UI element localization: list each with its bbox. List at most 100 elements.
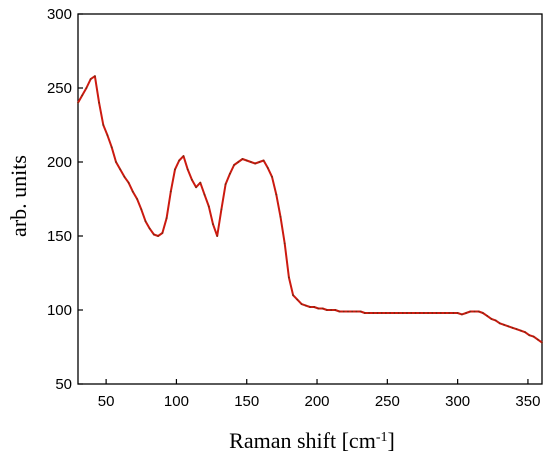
data-point <box>174 168 176 171</box>
data-point <box>317 307 320 310</box>
x-tick-label: 350 <box>515 393 540 410</box>
data-point <box>296 298 299 301</box>
data-point <box>321 307 324 310</box>
data-point <box>342 310 345 313</box>
data-point <box>351 310 354 313</box>
data-point <box>439 312 442 314</box>
x-axis-title-superscript: -1 <box>376 430 388 445</box>
data-point <box>380 312 383 314</box>
data-point <box>401 312 404 314</box>
data-point <box>330 309 332 311</box>
y-tick-label: 100 <box>47 302 72 319</box>
data-point <box>169 190 172 193</box>
y-axis-title: arb. units <box>6 155 31 237</box>
data-point <box>262 159 265 162</box>
data-point <box>195 186 198 189</box>
data-point <box>363 312 366 314</box>
data-point <box>448 312 451 314</box>
data-point <box>250 161 252 163</box>
y-tick-label: 200 <box>47 154 72 171</box>
data-point <box>326 309 328 311</box>
data-point <box>511 326 514 329</box>
data-point <box>347 310 349 313</box>
data-point <box>212 223 214 226</box>
data-point <box>288 276 290 279</box>
data-point <box>359 310 362 313</box>
data-point <box>389 312 391 314</box>
data-point <box>456 312 459 314</box>
plot-frame <box>77 13 543 385</box>
data-point <box>165 217 168 220</box>
data-point <box>423 312 425 314</box>
data-point <box>410 312 413 314</box>
data-point <box>477 310 480 313</box>
data-point <box>372 312 375 314</box>
x-axis-title: Raman shift [cm-1] <box>229 428 395 453</box>
x-axis-ticks: 50 100 150 200 250 300 350 <box>98 379 540 410</box>
data-point <box>469 310 472 313</box>
data-point <box>292 294 294 297</box>
data-point <box>148 227 151 230</box>
data-point <box>368 312 370 314</box>
data-point <box>406 312 408 314</box>
data-point <box>473 310 476 313</box>
plot-area <box>77 13 543 385</box>
data-point <box>266 167 269 169</box>
y-tick-label: 250 <box>47 80 72 97</box>
data-point <box>309 306 311 308</box>
data-point <box>414 312 417 314</box>
data-point <box>106 134 109 137</box>
data-point <box>486 315 489 317</box>
data-point <box>94 75 96 78</box>
data-point <box>89 78 92 80</box>
data-point <box>136 198 139 200</box>
data-point <box>98 101 100 104</box>
data-point <box>207 205 210 208</box>
data-point <box>515 328 518 331</box>
data-point <box>465 312 467 314</box>
data-point <box>123 175 126 178</box>
data-point <box>524 331 526 334</box>
data-point <box>178 159 181 162</box>
data-point <box>304 304 307 307</box>
data-point <box>490 318 493 320</box>
data-point <box>435 312 438 314</box>
data-point <box>153 233 155 236</box>
data-point <box>355 310 358 313</box>
x-tick-label: 300 <box>445 393 470 410</box>
data-point <box>300 303 303 305</box>
data-point <box>229 172 231 175</box>
spectrum-line <box>77 75 543 344</box>
data-point <box>81 94 84 97</box>
x-tick-label: 100 <box>164 393 189 410</box>
data-point <box>393 312 396 314</box>
data-point <box>216 235 219 237</box>
data-point <box>279 215 282 218</box>
data-point <box>313 306 316 308</box>
data-point <box>140 208 143 211</box>
data-point <box>245 159 248 162</box>
data-point <box>528 334 531 337</box>
data-point <box>503 323 505 326</box>
data-point <box>127 181 130 184</box>
x-axis-title-suffix: ] <box>387 428 394 453</box>
data-point <box>102 124 105 126</box>
data-point <box>275 193 278 196</box>
data-point <box>385 312 387 314</box>
x-tick-label: 150 <box>234 393 259 410</box>
data-point <box>541 341 543 344</box>
data-point <box>161 232 164 234</box>
x-tick-label: 200 <box>305 393 330 410</box>
y-tick-label: 50 <box>55 376 72 393</box>
data-point <box>241 158 244 160</box>
data-point <box>77 101 79 104</box>
data-point <box>254 162 257 165</box>
x-axis-title-main: Raman shift [cm <box>229 428 376 453</box>
data-point <box>397 312 400 314</box>
data-point <box>494 319 497 322</box>
data-point <box>237 161 240 163</box>
data-point <box>418 312 421 314</box>
data-point <box>431 312 434 314</box>
data-point <box>536 338 539 341</box>
